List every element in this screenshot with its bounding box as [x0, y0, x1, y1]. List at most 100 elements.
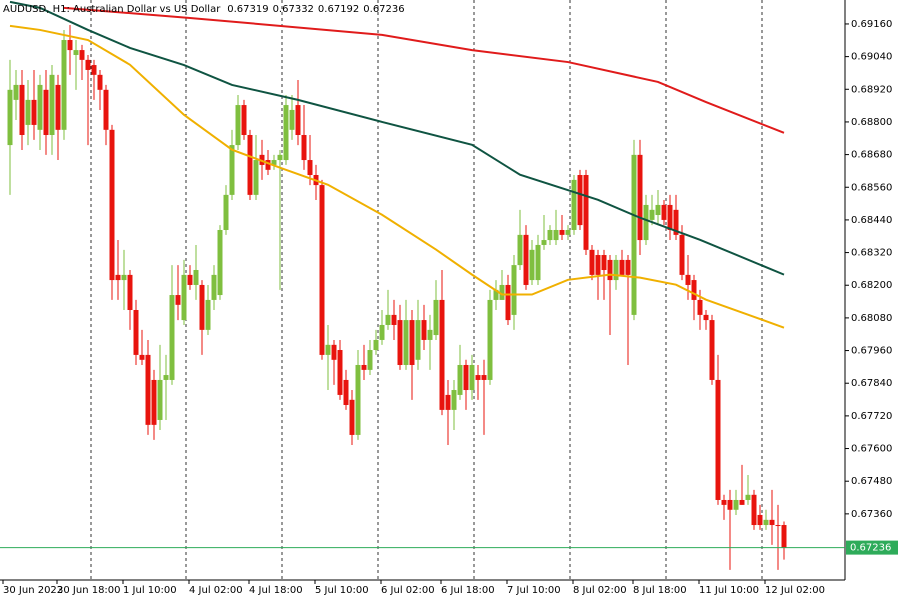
candle-body	[163, 375, 169, 380]
y-tick-label: 0.67840	[851, 378, 892, 389]
x-tick-label: 4 Jul 02:00	[189, 585, 243, 596]
candle-body	[547, 229, 553, 241]
candle-body	[619, 259, 625, 275]
candle-body	[691, 280, 697, 300]
x-tick-label: 8 Jul 02:00	[573, 585, 627, 596]
candle-body	[19, 84, 25, 135]
candle-body	[685, 274, 691, 285]
candle-body	[493, 289, 499, 300]
candle-body	[637, 154, 643, 241]
candle-body	[589, 249, 595, 275]
candle-body	[523, 234, 529, 285]
candle-body	[541, 240, 547, 245]
x-tick-label: 5 Jul 10:00	[315, 585, 369, 596]
candle-body	[655, 204, 661, 216]
candle-body	[643, 204, 649, 241]
candle-body	[367, 350, 373, 370]
candle-body	[301, 134, 307, 161]
candle-body	[529, 249, 535, 281]
candle-body	[505, 284, 511, 321]
candle-body	[751, 494, 757, 526]
candle-body	[7, 89, 13, 146]
candle-body	[121, 274, 127, 281]
candle-body	[721, 499, 727, 505]
candle-body	[433, 299, 439, 336]
candle-body	[151, 379, 157, 425]
candle-body	[475, 375, 481, 380]
candle-body	[157, 379, 163, 420]
y-tick-label: 0.68680	[851, 150, 892, 161]
candle-body	[127, 274, 133, 311]
candle-body	[337, 350, 343, 395]
y-tick-label: 0.68920	[851, 84, 892, 95]
y-tick-label: 0.68560	[851, 182, 892, 193]
candle-body	[295, 105, 301, 135]
candles	[7, 25, 787, 570]
candle-body	[403, 320, 409, 365]
candle-body	[355, 364, 361, 435]
candle-body	[481, 375, 487, 380]
candle-body	[397, 320, 403, 365]
candle-body	[679, 234, 685, 275]
candle-body	[739, 499, 745, 505]
title-ohlc: 0.67332	[273, 4, 314, 15]
candle-body	[169, 295, 175, 380]
candle-body	[139, 354, 145, 360]
candle-body	[415, 320, 421, 360]
candle-body	[559, 229, 565, 235]
last-price-label: 0.67236	[850, 543, 891, 554]
last-price-box	[846, 540, 898, 555]
candle-body	[763, 519, 769, 526]
candle-body	[325, 344, 331, 355]
candle-body	[745, 494, 751, 500]
candle-body	[109, 129, 115, 281]
y-tick-label: 0.68320	[851, 248, 892, 259]
candle-body	[145, 354, 151, 425]
title-ohlc: 0.67236	[363, 4, 404, 15]
candle-body	[61, 40, 67, 130]
candle-body	[697, 299, 703, 315]
candle-body	[733, 499, 739, 510]
candle-body	[199, 284, 205, 330]
y-tick-label: 0.68800	[851, 117, 892, 128]
candle-body	[451, 390, 457, 410]
candle-body	[625, 259, 631, 275]
y-tick-label: 0.67480	[851, 476, 892, 487]
candle-body	[769, 519, 775, 526]
candle-body	[715, 379, 721, 500]
candle-body	[43, 89, 49, 135]
candle-body	[565, 229, 571, 235]
candle-body	[91, 65, 97, 75]
chart-title: AUDUSD, H1: Australian Dollar vs US Doll…	[3, 4, 221, 15]
candle-body	[409, 320, 415, 365]
candle-body	[391, 314, 397, 325]
candle-body	[49, 74, 55, 135]
candle-body	[343, 379, 349, 405]
candle-body	[517, 234, 523, 266]
candle-body	[25, 99, 31, 125]
y-tick-label: 0.69040	[851, 52, 892, 63]
candle-body	[649, 209, 655, 220]
candle-body	[631, 154, 637, 315]
candle-body	[577, 175, 583, 226]
candle-body	[253, 160, 259, 195]
candle-body	[511, 265, 517, 315]
candle-body	[607, 259, 613, 281]
y-tick-label: 0.69160	[851, 19, 892, 30]
x-tick-label: 6 Jul 18:00	[441, 585, 495, 596]
candle-body	[205, 299, 211, 330]
candle-body	[379, 324, 385, 340]
candle-body	[535, 244, 541, 281]
candle-body	[595, 255, 601, 275]
candle-body	[463, 364, 469, 391]
candle-body	[667, 204, 673, 230]
candle-body	[241, 105, 247, 135]
x-tick-label: 11 Jul 10:00	[699, 585, 759, 596]
x-tick-label: 30 Jun 2022	[3, 585, 63, 596]
candle-body	[235, 105, 241, 146]
candle-body	[361, 364, 367, 370]
candle-body	[13, 84, 19, 100]
candle-body	[385, 314, 391, 325]
candle-body	[727, 499, 733, 510]
